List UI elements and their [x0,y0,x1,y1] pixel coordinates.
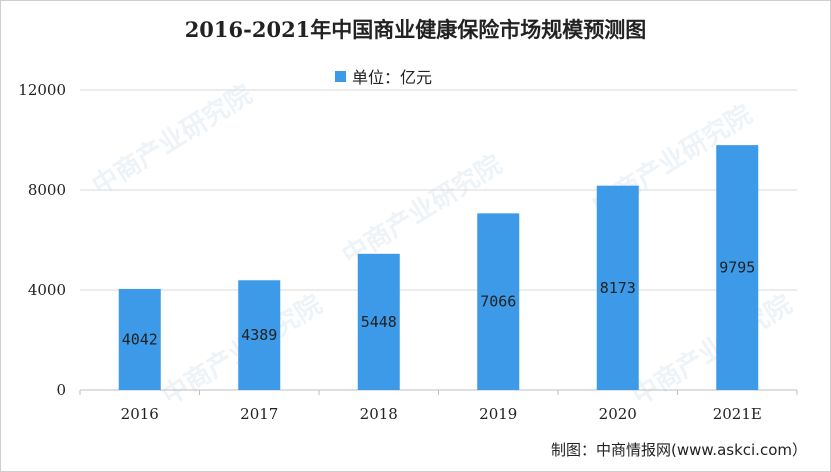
labels: 0 4000 8000 12000 4042 2016 4389 2017 5448 2018 70… [18,81,762,423]
bar[interactable] [596,185,639,390]
legend-swatch [335,70,346,82]
y-tick-label: 0 [56,381,66,399]
x-tick-label: 2016 [121,405,159,423]
x-tick-label: 2019 [479,405,517,423]
bar[interactable] [238,280,281,390]
source-credit: 制图：中商情报网(www.askci.com） [551,441,807,459]
bar[interactable] [716,145,759,390]
chart-title: 2016-2021年中国商业健康保险市场规模预测图 [184,17,647,42]
data-label: 5448 [361,313,397,331]
bar[interactable] [477,213,520,390]
legend[interactable]: 单位：亿元 [335,66,433,87]
x-tick-label: 2020 [599,405,637,423]
y-tick-label: 12000 [18,81,66,99]
bar[interactable] [118,288,161,390]
y-tick-label: 4000 [28,281,66,299]
x-tick-label: 2021E [713,405,762,423]
legend-label: 单位：亿元 [352,68,433,87]
bar[interactable] [357,253,400,390]
gridlines [80,89,797,291]
x-tick-label: 2018 [360,405,398,423]
data-label: 4389 [241,326,277,344]
data-label: 8173 [600,279,636,297]
x-tick-label: 2017 [240,405,278,423]
data-label: 7066 [480,293,516,311]
data-label: 4042 [122,330,158,348]
bars [118,145,759,390]
y-tick-label: 8000 [28,181,66,199]
data-label: 9795 [719,259,755,277]
axes [79,389,798,395]
